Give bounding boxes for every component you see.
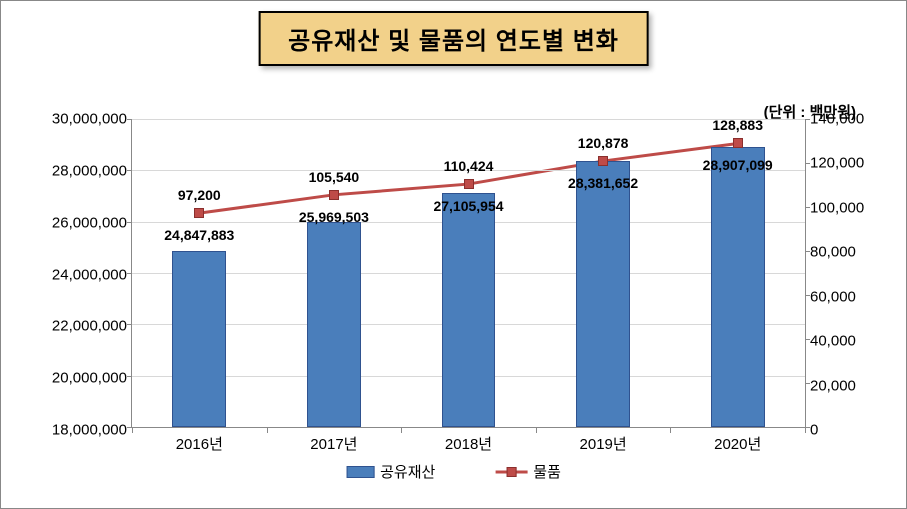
y-right-tick-label: 120,000 bbox=[810, 155, 882, 172]
x-tick-label: 2020년 bbox=[714, 433, 761, 454]
legend-line-label: 물품 bbox=[533, 461, 561, 482]
y-left-tick-label: 24,000,000 bbox=[27, 266, 127, 283]
plot-area: 24,847,8832016년25,969,5032017년27,105,954… bbox=[131, 119, 806, 428]
legend-bar-label: 공유재산 bbox=[380, 461, 435, 482]
x-tick-label: 2017년 bbox=[310, 433, 357, 454]
bar-value-label: 27,105,954 bbox=[433, 198, 503, 214]
line-value-label: 110,424 bbox=[444, 158, 494, 174]
bar-value-label: 28,907,099 bbox=[703, 157, 773, 173]
y-left-tick-label: 20,000,000 bbox=[27, 370, 127, 387]
line-value-label: 120,878 bbox=[578, 135, 629, 151]
bar-value-label: 25,969,503 bbox=[299, 209, 369, 225]
legend-bar: 공유재산 bbox=[346, 461, 435, 482]
x-tick-label: 2019년 bbox=[580, 433, 627, 454]
line-value-label: 97,200 bbox=[178, 187, 221, 203]
bar bbox=[442, 193, 496, 427]
y-left-tick-label: 30,000,000 bbox=[27, 111, 127, 128]
line-marker bbox=[464, 179, 474, 189]
y-left-tick-label: 28,000,000 bbox=[27, 162, 127, 179]
bar-value-label: 28,381,652 bbox=[568, 175, 638, 191]
bar-value-label: 24,847,883 bbox=[164, 227, 234, 243]
y-right-tick-label: 20,000 bbox=[810, 377, 882, 394]
bar bbox=[172, 251, 226, 427]
legend-line: 물품 bbox=[495, 461, 561, 482]
y-left-tick-label: 26,000,000 bbox=[27, 214, 127, 231]
legend: 공유재산 물품 bbox=[346, 461, 561, 482]
chart-area: (단위 : 백만원) 24,847,8832016년25,969,5032017… bbox=[21, 81, 886, 488]
x-tick-label: 2016년 bbox=[176, 433, 223, 454]
line-value-label: 128,883 bbox=[712, 117, 763, 133]
line-marker bbox=[598, 156, 608, 166]
y-right-tick-label: 0 bbox=[810, 422, 882, 439]
line-marker bbox=[733, 138, 743, 148]
line-value-label: 105,540 bbox=[309, 169, 360, 185]
legend-line-swatch bbox=[495, 466, 527, 478]
bar bbox=[711, 147, 765, 427]
y-left-tick-label: 22,000,000 bbox=[27, 318, 127, 335]
line-marker bbox=[194, 208, 204, 218]
y-left-tick-label: 18,000,000 bbox=[27, 422, 127, 439]
y-right-tick-label: 140,000 bbox=[810, 111, 882, 128]
y-right-tick-label: 100,000 bbox=[810, 199, 882, 216]
line-marker bbox=[329, 190, 339, 200]
y-right-tick-label: 80,000 bbox=[810, 244, 882, 261]
chart-title: 공유재산 및 물품의 연도별 변화 bbox=[258, 11, 649, 66]
x-tick-label: 2018년 bbox=[445, 433, 492, 454]
bar bbox=[576, 161, 630, 427]
gridline bbox=[132, 119, 805, 120]
y-right-tick-label: 60,000 bbox=[810, 288, 882, 305]
bar bbox=[307, 222, 361, 427]
legend-bar-swatch bbox=[346, 466, 374, 478]
y-right-tick-label: 40,000 bbox=[810, 333, 882, 350]
